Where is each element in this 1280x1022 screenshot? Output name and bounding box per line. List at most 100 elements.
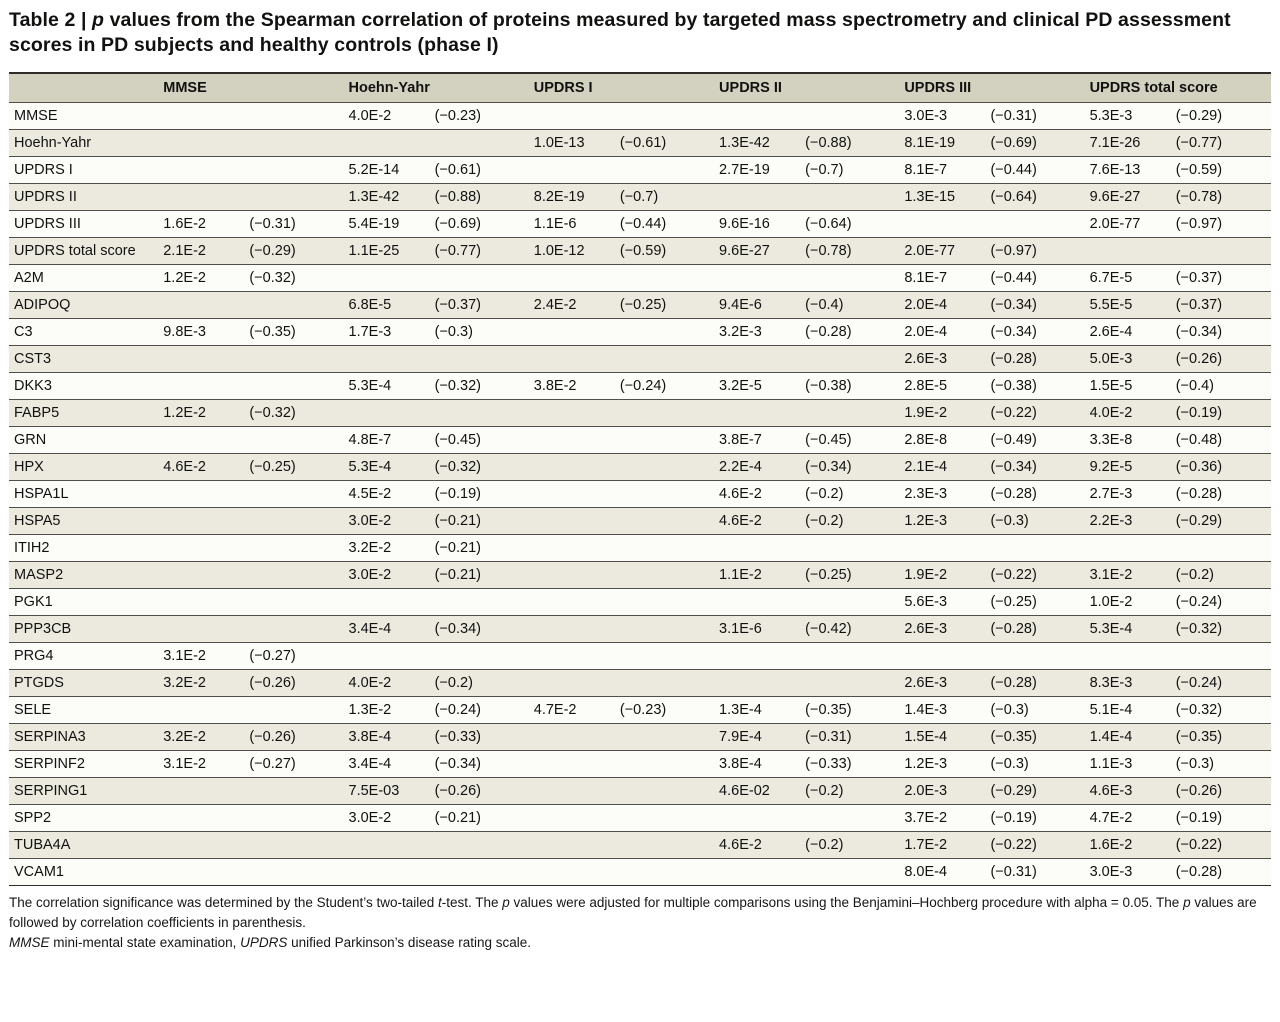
p-value-cell <box>715 183 802 211</box>
row-label: MASP2 <box>9 561 160 589</box>
p-value-cell <box>529 507 616 535</box>
coefficient-cell: (−0.97) <box>1171 210 1271 238</box>
p-value-cell: 8.1E-19 <box>900 129 987 157</box>
p-value-cell <box>1085 237 1172 265</box>
coefficient-cell <box>430 642 530 670</box>
p-value-cell: 3.7E-2 <box>900 804 987 832</box>
coefficient-cell: (−0.25) <box>801 561 901 589</box>
coefficient-cell: (−0.24) <box>615 372 716 400</box>
p-value-cell: 7.6E-13 <box>1085 156 1172 184</box>
coefficient-cell: (−0.34) <box>986 318 1086 346</box>
p-value-cell: 6.7E-5 <box>1085 264 1172 292</box>
p-value-cell: 2.8E-8 <box>900 426 987 454</box>
p-value-cell: 3.2E-5 <box>715 372 802 400</box>
table-row: SPP2 3.0E-2 (−0.21) 3.7E-2 (−0.19) 4.7E-2 (−0.… <box>9 804 1271 832</box>
p-value-cell <box>529 804 616 832</box>
p-value-cell <box>344 588 431 616</box>
coefficient-cell: (−0.34) <box>986 291 1086 319</box>
p-value-cell <box>159 156 246 184</box>
coefficient-cell: (−0.78) <box>1171 183 1271 211</box>
p-value-cell <box>344 264 431 292</box>
row-label: SERPING1 <box>9 777 160 805</box>
p-value-cell: 1.0E-12 <box>529 237 616 265</box>
p-value-cell <box>529 615 616 643</box>
table-row: A2M 1.2E-2 (−0.32) 8.1E-7 (−0.44) 6.7E-5 (−0.3… <box>9 264 1271 292</box>
coefficient-cell: (−0.3) <box>986 696 1086 724</box>
p-value-cell: 9.6E-16 <box>715 210 802 238</box>
p-value-cell: 1.2E-2 <box>159 264 246 292</box>
p-value-cell: 1.2E-3 <box>900 750 987 778</box>
coefficient-cell: (−0.22) <box>1171 831 1271 859</box>
p-value-cell <box>529 669 616 697</box>
p-value-cell <box>159 129 246 157</box>
coefficient-cell: (−0.24) <box>1171 588 1271 616</box>
coefficient-cell <box>245 156 345 184</box>
p-value-cell: 2.3E-3 <box>900 480 987 508</box>
p-value-cell: 8.0E-4 <box>900 858 987 886</box>
row-label: GRN <box>9 426 160 454</box>
coefficient-cell: (−0.2) <box>801 777 901 805</box>
coefficient-cell: (−0.29) <box>1171 102 1271 130</box>
coefficient-cell: (−0.37) <box>1171 291 1271 319</box>
coefficient-cell: (−0.26) <box>245 723 345 751</box>
p-value-cell <box>529 426 616 454</box>
coefficient-cell: (−0.32) <box>1171 696 1271 724</box>
coefficient-cell: (−0.35) <box>1171 723 1271 751</box>
p-value-cell <box>529 345 616 373</box>
p-value-cell: 1.5E-4 <box>900 723 987 751</box>
p-value-cell: 8.1E-7 <box>900 156 987 184</box>
p-value-cell: 1.4E-4 <box>1085 723 1172 751</box>
p-value-cell <box>529 750 616 778</box>
p-value-cell <box>529 534 616 562</box>
coefficient-cell: (−0.2) <box>801 831 901 859</box>
p-value-cell <box>529 723 616 751</box>
p-value-cell <box>159 480 246 508</box>
p-value-cell: 3.8E-4 <box>715 750 802 778</box>
p-value-cell <box>715 669 802 697</box>
header-row: MMSE Hoehn-Yahr UPDRS I UPDRS II UPDRS III UP… <box>9 71 1271 103</box>
coefficient-cell: (−0.27) <box>245 750 345 778</box>
p-value-cell <box>529 453 616 481</box>
column-header: UPDRS II <box>715 71 901 103</box>
p-value-cell <box>529 156 616 184</box>
p-value-cell <box>900 210 987 238</box>
p-value-cell: 1.3E-15 <box>900 183 987 211</box>
coefficient-cell <box>615 102 716 130</box>
p-value-cell: 5.1E-4 <box>1085 696 1172 724</box>
p-value-cell <box>715 399 802 427</box>
coefficient-cell <box>245 615 345 643</box>
coefficient-cell: (−0.34) <box>430 615 530 643</box>
table-row: PRG4 3.1E-2 (−0.27) <box>9 642 1271 670</box>
p-value-cell: 1.2E-2 <box>159 399 246 427</box>
coefficient-cell: (−0.2) <box>801 507 901 535</box>
row-label: PPP3CB <box>9 615 160 643</box>
row-label: MMSE <box>9 102 160 130</box>
coefficient-cell <box>986 642 1086 670</box>
coefficient-cell: (−0.19) <box>1171 399 1271 427</box>
p-value-cell: 1.1E-25 <box>344 237 431 265</box>
p-value-cell: 2.7E-19 <box>715 156 802 184</box>
text-segment: t <box>437 894 442 910</box>
p-value-cell: 1.3E-42 <box>715 129 802 157</box>
p-value-cell <box>159 507 246 535</box>
table-row: VCAM1 8.0E-4 (−0.31) 3.0E-3 (−0.28) <box>9 858 1271 886</box>
text-segment: UPDRS <box>240 935 288 951</box>
row-label: UPDRS total score <box>9 237 160 265</box>
p-value-cell: 5.6E-3 <box>900 588 987 616</box>
p-value-cell <box>159 372 246 400</box>
p-value-cell: 5.5E-5 <box>1085 291 1172 319</box>
coefficient-cell <box>615 777 716 805</box>
p-value-cell: 7.1E-26 <box>1085 129 1172 157</box>
p-value-cell: 4.0E-2 <box>1085 399 1172 427</box>
coefficient-cell <box>801 399 901 427</box>
p-value-cell: 2.0E-4 <box>900 318 987 346</box>
p-value-cell: 1.3E-2 <box>344 696 431 724</box>
table-title: Table 2 | p values from the Spearman cor… <box>9 8 1271 59</box>
p-value-cell: 4.6E-02 <box>715 777 802 805</box>
p-value-cell <box>159 561 246 589</box>
p-value-cell: 7.5E-03 <box>344 777 431 805</box>
p-value-cell: 1.5E-5 <box>1085 372 1172 400</box>
coefficient-cell: (−0.77) <box>430 237 530 265</box>
coefficient-cell <box>615 264 716 292</box>
coefficient-cell: (−0.25) <box>986 588 1086 616</box>
